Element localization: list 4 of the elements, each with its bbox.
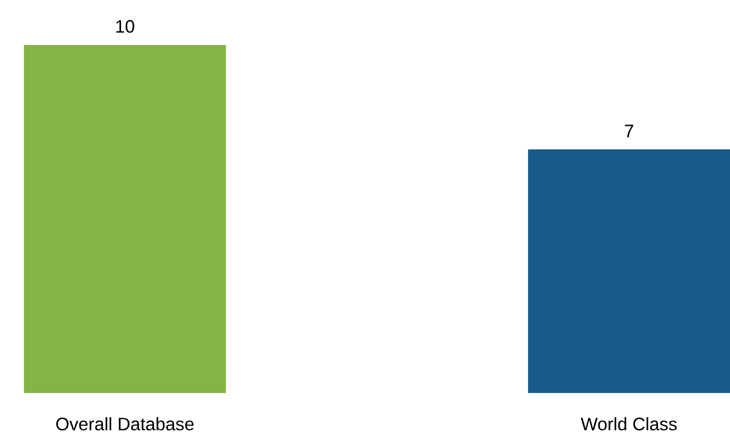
x-tick-label: Overall Database	[56, 417, 194, 430]
x-tick-label: World Class	[580, 417, 677, 430]
data-label: 7	[624, 124, 634, 138]
data-label: 10	[116, 20, 134, 33]
